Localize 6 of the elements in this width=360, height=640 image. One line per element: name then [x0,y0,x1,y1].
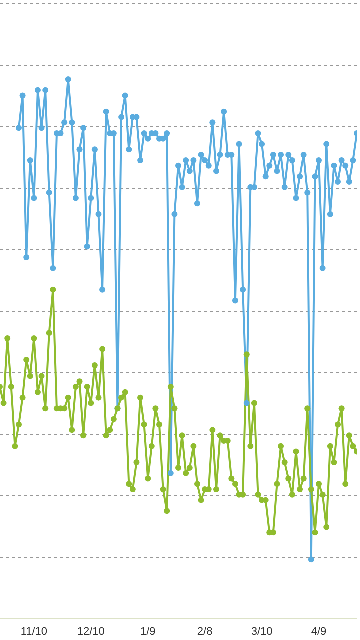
x-tick-label: 2/8 [197,626,213,638]
x-tick-label: 4/9 [311,626,327,638]
x-tick-label: 11/10 [20,626,48,638]
x-tick-label: 12/10 [77,626,105,638]
x-tick-label: 1/9 [140,626,156,638]
x-tick-label: 3/10 [251,626,273,638]
